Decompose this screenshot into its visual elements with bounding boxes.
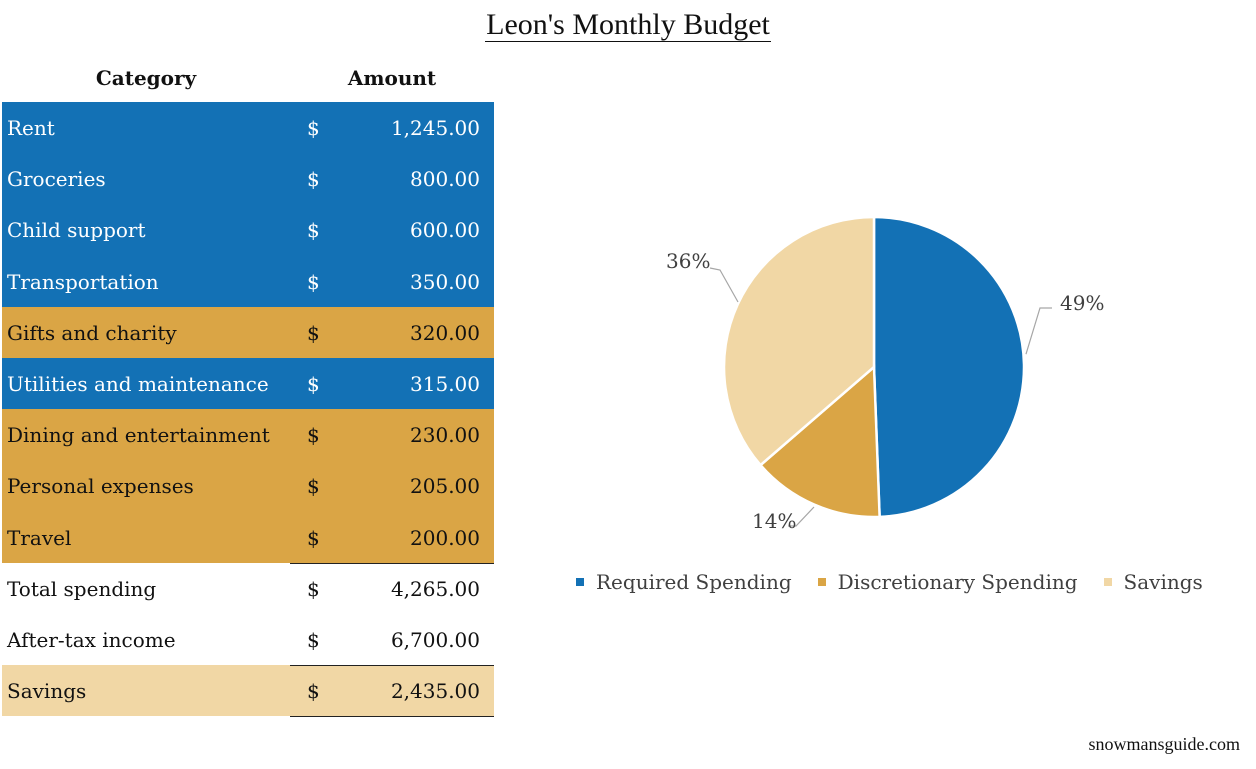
table-row: Transportation $350.00 (2, 255, 494, 307)
leader-line (709, 267, 739, 303)
table-row: Utilities and maintenance $315.00 (2, 357, 494, 410)
row-category: Utilities and maintenance (7, 371, 269, 396)
pie-svg: 49% 14% 36% (666, 215, 1104, 533)
row-amount: 6,700.00 (390, 627, 480, 652)
table-row: Child support $600.00 (2, 204, 494, 256)
row-amount: 315.00 (410, 371, 480, 396)
row-amount: 230.00 (410, 423, 480, 448)
row-amount: 200.00 (410, 525, 480, 550)
row-currency: $ (307, 116, 320, 140)
row-category: Travel (7, 525, 72, 550)
table-row: Gifts and charity $320.00 (2, 306, 494, 358)
row-currency: $ (307, 269, 320, 294)
row-currency: $ (307, 525, 320, 550)
row-category: Gifts and charity (7, 320, 177, 345)
row-currency: $ (307, 576, 320, 601)
row-category: Rent (7, 116, 55, 140)
pie-chart: 49% 14% 36% (520, 150, 1256, 630)
legend-item: Savings (1103, 570, 1203, 594)
table-row: Rent $1,245.00 (2, 102, 494, 154)
row-amount: 600.00 (410, 218, 480, 243)
table-header: Category Amount (2, 56, 494, 102)
amount-header: Amount (347, 66, 437, 90)
legend-item: Required Spending (576, 570, 792, 594)
row-category: Personal expenses (7, 474, 194, 499)
chart-legend: Required Spending Discretionary Spending S… (0, 570, 1256, 594)
pie-slice-discretionary-spending (758, 364, 881, 519)
data-label: 36% (666, 249, 710, 273)
pie-slice-savings (722, 215, 876, 467)
legend-label: Savings (1123, 570, 1203, 594)
total-spending-row: Total spending $ 4,265.00 (2, 562, 494, 614)
data-label: 49% (1060, 291, 1104, 315)
row-currency: $ (307, 167, 320, 192)
table-rows: Rent $1,245.00 Groceries $800.00 Child suppo… (2, 102, 494, 563)
row-currency: $ (307, 218, 320, 243)
row-category: Total spending (7, 576, 157, 601)
budget-table: Category Amount Rent $1,245.00 Groceries $8… (2, 56, 494, 718)
row-amount: 205.00 (410, 474, 480, 499)
row-currency: $ (307, 371, 320, 396)
page-title: Leon's Monthly Budget (485, 8, 771, 42)
leader-line (788, 506, 815, 527)
row-amount: 320.00 (410, 320, 480, 345)
row-amount: 350.00 (410, 269, 480, 294)
legend-label: Discretionary Spending (837, 570, 1078, 594)
row-category: Groceries (7, 167, 106, 192)
legend-item: Discretionary Spending (817, 570, 1078, 594)
row-category: Dining and entertainment (7, 423, 270, 448)
row-amount: 4,265.00 (390, 576, 480, 601)
row-currency: $ (307, 627, 320, 652)
data-label: 14% (752, 509, 796, 533)
row-category: After-tax income (7, 627, 176, 652)
row-category: Savings (7, 679, 87, 704)
savings-row: Savings $ 2,435.00 (2, 665, 494, 718)
legend-swatch (1103, 578, 1112, 586)
row-currency: $ (307, 474, 320, 499)
legend-swatch (576, 578, 584, 586)
table-row: Dining and entertainment $230.00 (2, 409, 494, 461)
row-currency: $ (307, 320, 320, 345)
legend-swatch (817, 578, 826, 586)
row-amount: 800.00 (410, 167, 480, 192)
table-row: Personal expenses $205.00 (2, 460, 494, 512)
row-amount: 1,245.00 (390, 116, 480, 140)
leader-line (1025, 307, 1052, 355)
income-row: After-tax income $ 6,700.00 (2, 613, 494, 666)
table-row: Travel $200.00 (2, 511, 494, 563)
row-category: Transportation (7, 269, 159, 294)
site-credit: snowmansguide.com (1088, 734, 1240, 754)
row-category: Child support (7, 218, 146, 243)
legend-label: Required Spending (596, 570, 792, 594)
row-currency: $ (307, 679, 320, 704)
pie-slice-required-spending (872, 215, 1026, 519)
row-amount: 2,435.00 (390, 679, 480, 704)
category-header: Category (95, 66, 197, 90)
table-row: Groceries $800.00 (2, 153, 494, 205)
row-currency: $ (307, 423, 320, 448)
